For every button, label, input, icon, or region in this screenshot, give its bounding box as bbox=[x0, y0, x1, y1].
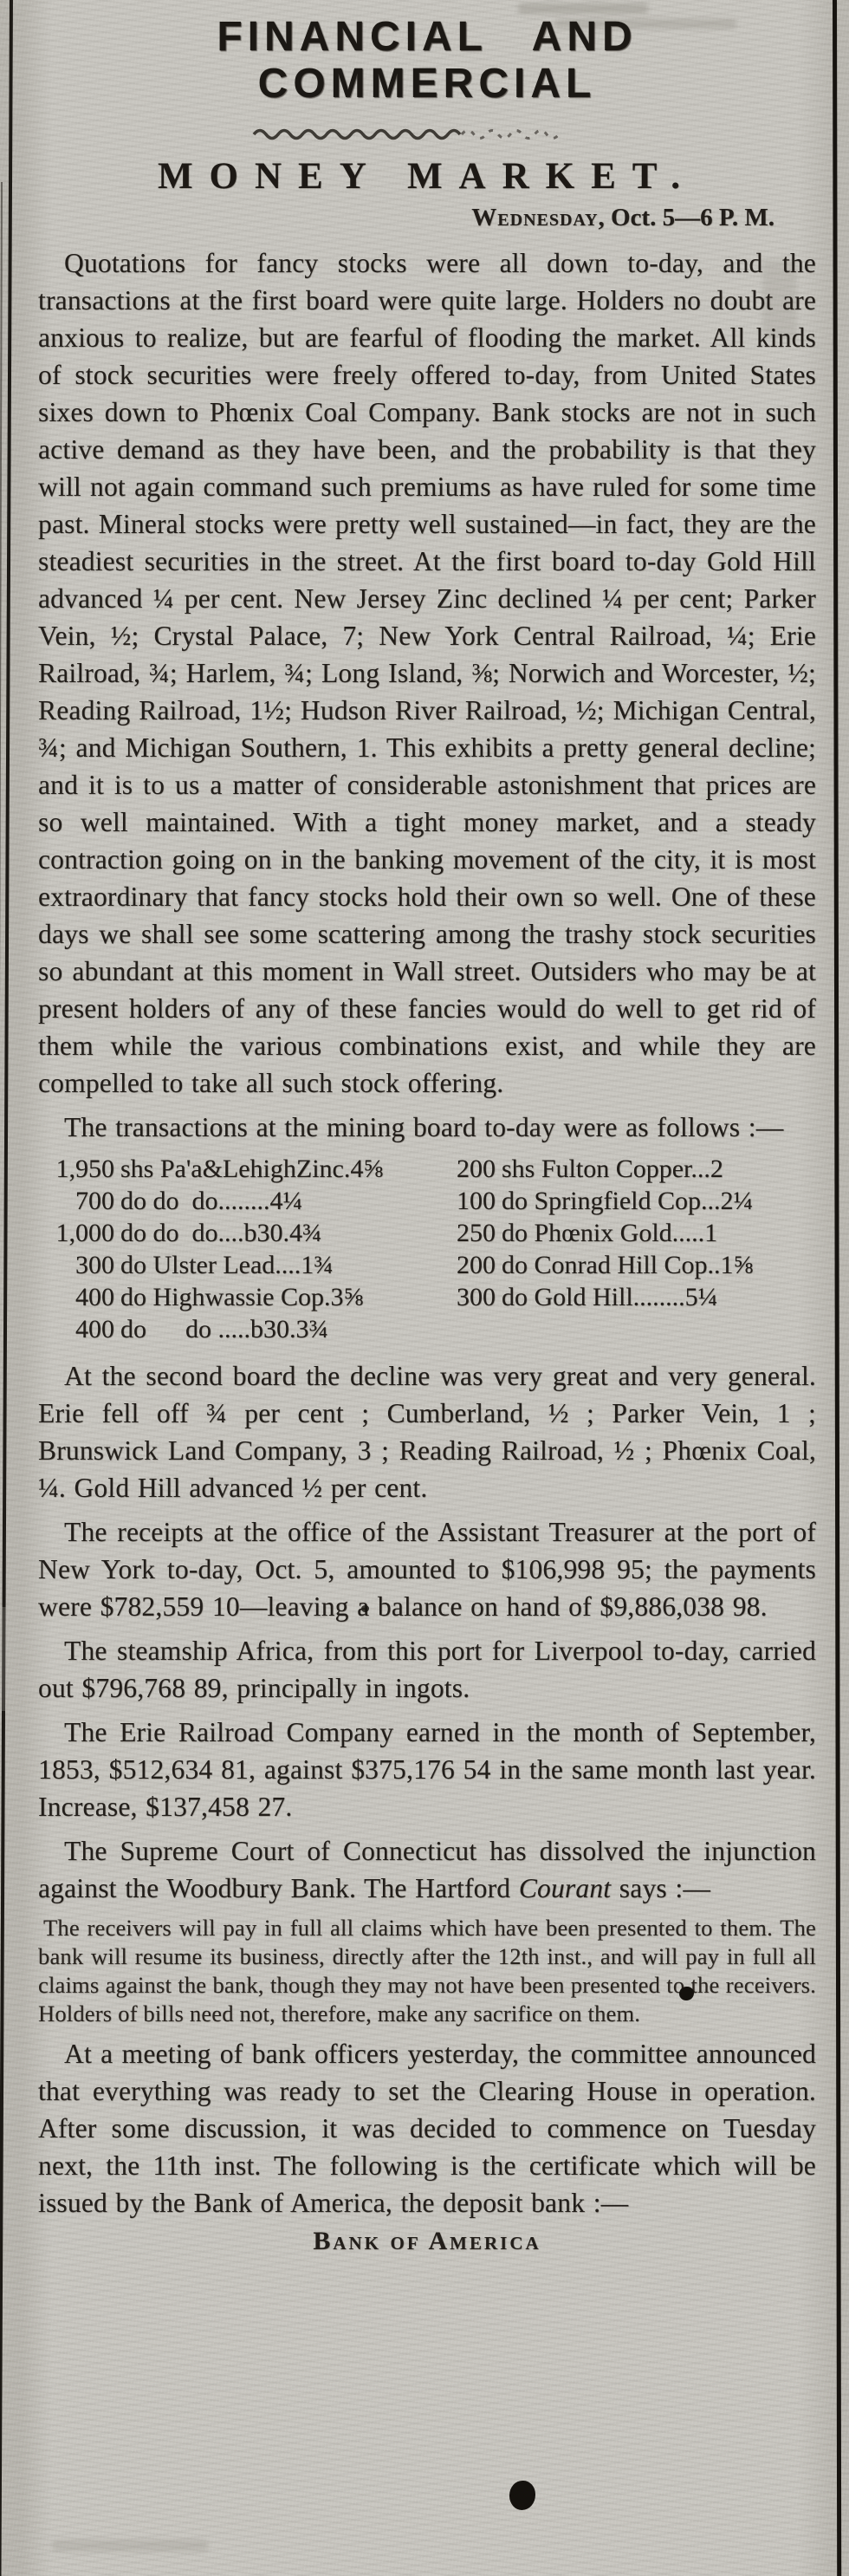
bleedthrough-smudge bbox=[762, 260, 797, 338]
share-quantity: 400 bbox=[75, 1283, 114, 1311]
share-quantity: 200 bbox=[457, 1155, 496, 1183]
hartford-courant-name: Courant bbox=[518, 1873, 612, 1903]
stock-description: do Conrad Hill Cop..1⅝ bbox=[502, 1251, 753, 1279]
article-title: MONEY MARKET. bbox=[157, 156, 697, 197]
mining-transactions-table: 1,950 shs Pa'a&LehighZinc.4⅝ 700 do do do.… bbox=[40, 1153, 816, 1345]
table-row: 200 do Conrad Hill Cop..1⅝ bbox=[445, 1249, 816, 1281]
paragraph-market-overview: Quotations for fancy stocks were all dow… bbox=[38, 248, 816, 1098]
supreme-court-text: The Supreme Court of Connecticut has dis… bbox=[38, 1836, 816, 1903]
share-quantity: 1,950 bbox=[55, 1155, 115, 1183]
table-row: 250 do Phœnix Gold.....1 bbox=[445, 1217, 816, 1249]
paragraph-mining-board-intro: The transactions at the mining board to-… bbox=[64, 1112, 784, 1142]
paragraph-second-board: At the second board the decline was very… bbox=[38, 1361, 816, 1503]
stock-description: do Springfield Cop...2¼ bbox=[502, 1187, 753, 1215]
column-rule-right bbox=[833, 0, 842, 2576]
bank-of-america-heading: Bank of America bbox=[313, 2227, 541, 2255]
share-quantity: 400 bbox=[75, 1315, 114, 1343]
paragraph-receivers-quote: The receivers will pay in full all claim… bbox=[38, 1915, 816, 2026]
table-row: 700 do do do........4¼ bbox=[40, 1185, 445, 1217]
stock-description: do do do........4¼ bbox=[120, 1187, 302, 1215]
stock-description: do do do....b30.4¾ bbox=[120, 1219, 322, 1247]
paragraph-clearing-house: At a meeting of bank officers yesterday,… bbox=[38, 2039, 816, 2218]
stock-description: do Phœnix Gold.....1 bbox=[502, 1219, 718, 1247]
bleedthrough-smudge bbox=[52, 2540, 208, 2552]
paragraph-treasury-receipts: The receipts at the office of the Assist… bbox=[38, 1517, 816, 1622]
ink-blot bbox=[679, 1987, 694, 2000]
mining-table-left-column: 1,950 shs Pa'a&LehighZinc.4⅝ 700 do do do.… bbox=[40, 1153, 445, 1345]
table-row: 400 do do .....b30.3¾ bbox=[40, 1313, 445, 1345]
stock-description: do Highwassie Cop.3⅝ bbox=[120, 1283, 363, 1311]
mining-table-right-column: 200 shs Fulton Copper...2 100 do Springfie… bbox=[445, 1153, 816, 1345]
table-row: 300 do Ulster Lead....1¾ bbox=[40, 1249, 445, 1281]
dateline-day: Wednesday bbox=[471, 204, 599, 231]
table-row: 1,000 do do do....b30.4¾ bbox=[40, 1217, 445, 1249]
ink-blot bbox=[361, 1605, 369, 1612]
says-text: says :— bbox=[611, 1873, 711, 1903]
bleedthrough-smudge bbox=[518, 3, 648, 14]
stock-description: shs Pa'a&LehighZinc.4⅝ bbox=[120, 1155, 383, 1183]
ink-blot bbox=[509, 2481, 535, 2510]
share-quantity: 300 bbox=[457, 1283, 496, 1311]
paragraph-supreme-court: The Supreme Court of Connecticut has dis… bbox=[38, 1832, 816, 1907]
share-quantity: 300 bbox=[75, 1251, 114, 1279]
dateline: Wednesday, Oct. 5—6 P. M. bbox=[38, 203, 816, 232]
share-quantity: 200 bbox=[457, 1251, 496, 1279]
share-quantity: 100 bbox=[457, 1187, 496, 1215]
bleedthrough-smudge bbox=[554, 19, 736, 29]
stock-description: do Gold Hill........5¼ bbox=[502, 1283, 718, 1311]
table-row: 400 do Highwassie Cop.3⅝ bbox=[40, 1281, 445, 1313]
section-masthead: FINANCIAL AND COMMERCIAL bbox=[217, 14, 638, 107]
table-row: 200 shs Fulton Copper...2 bbox=[445, 1153, 816, 1185]
stock-description: do do .....b30.3¾ bbox=[120, 1315, 328, 1343]
paragraph-erie-earnings: The Erie Railroad Company earned in the … bbox=[38, 1717, 816, 1822]
article-column: FINANCIAL AND COMMERCIAL MONEY MARKET. W… bbox=[38, 0, 816, 2576]
share-quantity: 700 bbox=[75, 1187, 114, 1215]
stock-description: shs Fulton Copper...2 bbox=[502, 1155, 723, 1183]
table-row: 1,950 shs Pa'a&LehighZinc.4⅝ bbox=[40, 1153, 445, 1185]
share-quantity: 1,000 bbox=[55, 1219, 115, 1247]
stock-description: do Ulster Lead....1¾ bbox=[120, 1251, 334, 1279]
share-quantity: 250 bbox=[457, 1219, 496, 1247]
table-row: 300 do Gold Hill........5¼ bbox=[445, 1281, 816, 1313]
squiggle-divider-rule bbox=[252, 128, 561, 140]
paragraph-steamship-africa: The steamship Africa, from this port for… bbox=[38, 1636, 816, 1703]
dateline-rest: , Oct. 5—6 P. M. bbox=[598, 204, 774, 231]
table-row: 100 do Springfield Cop...2¼ bbox=[445, 1185, 816, 1217]
